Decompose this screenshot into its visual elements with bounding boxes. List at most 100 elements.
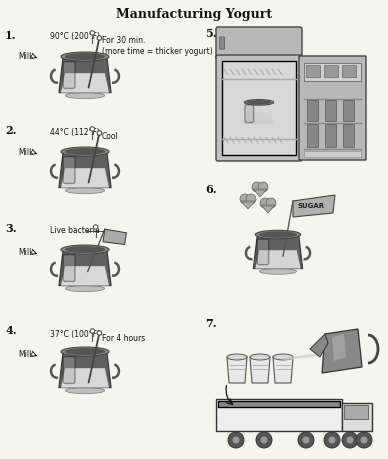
Text: 44°C (112°F): 44°C (112°F) bbox=[50, 128, 100, 137]
Ellipse shape bbox=[247, 125, 271, 129]
Polygon shape bbox=[59, 352, 111, 388]
Text: 1.: 1. bbox=[5, 30, 17, 41]
Ellipse shape bbox=[66, 188, 105, 194]
Polygon shape bbox=[243, 103, 275, 125]
FancyBboxPatch shape bbox=[257, 240, 268, 265]
FancyBboxPatch shape bbox=[245, 106, 254, 123]
Text: Milk: Milk bbox=[18, 52, 34, 61]
FancyBboxPatch shape bbox=[343, 125, 355, 148]
Polygon shape bbox=[253, 190, 267, 197]
Text: Manufacturing Yogurt: Manufacturing Yogurt bbox=[116, 8, 272, 21]
Polygon shape bbox=[241, 202, 255, 210]
Polygon shape bbox=[293, 196, 335, 218]
Ellipse shape bbox=[61, 246, 109, 255]
FancyBboxPatch shape bbox=[63, 157, 75, 184]
Circle shape bbox=[263, 206, 265, 207]
FancyBboxPatch shape bbox=[216, 56, 302, 162]
Ellipse shape bbox=[61, 347, 109, 356]
FancyBboxPatch shape bbox=[343, 101, 355, 122]
Ellipse shape bbox=[259, 232, 297, 238]
Ellipse shape bbox=[66, 387, 105, 394]
FancyBboxPatch shape bbox=[216, 28, 302, 60]
Ellipse shape bbox=[250, 354, 270, 360]
Text: Milk: Milk bbox=[18, 349, 34, 358]
Ellipse shape bbox=[65, 246, 106, 253]
Ellipse shape bbox=[61, 53, 109, 62]
Polygon shape bbox=[250, 357, 270, 383]
Circle shape bbox=[260, 199, 270, 208]
Circle shape bbox=[97, 131, 102, 136]
Polygon shape bbox=[244, 113, 274, 125]
Circle shape bbox=[258, 183, 268, 193]
FancyBboxPatch shape bbox=[308, 101, 319, 122]
Text: 90°C (200°F): 90°C (200°F) bbox=[50, 32, 100, 41]
Text: For 30 min.
(more time = thicker yogurt): For 30 min. (more time = thicker yogurt) bbox=[102, 36, 213, 56]
FancyBboxPatch shape bbox=[220, 38, 225, 50]
Circle shape bbox=[271, 206, 272, 207]
Polygon shape bbox=[103, 230, 126, 245]
Text: Live bacteria: Live bacteria bbox=[50, 225, 100, 235]
Circle shape bbox=[260, 190, 262, 191]
Circle shape bbox=[346, 437, 353, 443]
Circle shape bbox=[252, 183, 262, 193]
Circle shape bbox=[266, 199, 276, 208]
Text: 5.: 5. bbox=[205, 28, 217, 39]
Polygon shape bbox=[332, 334, 346, 361]
Circle shape bbox=[246, 202, 247, 203]
Ellipse shape bbox=[246, 101, 272, 105]
Ellipse shape bbox=[66, 93, 105, 100]
Circle shape bbox=[356, 432, 372, 448]
Text: SUGAR: SUGAR bbox=[297, 202, 324, 208]
Circle shape bbox=[256, 432, 272, 448]
Circle shape bbox=[90, 329, 95, 334]
FancyBboxPatch shape bbox=[342, 403, 372, 431]
Circle shape bbox=[97, 37, 102, 41]
Ellipse shape bbox=[255, 231, 301, 239]
Polygon shape bbox=[59, 152, 111, 188]
Polygon shape bbox=[227, 357, 247, 383]
Circle shape bbox=[251, 202, 252, 203]
Polygon shape bbox=[61, 74, 109, 94]
Circle shape bbox=[255, 190, 257, 191]
Circle shape bbox=[240, 195, 250, 205]
Circle shape bbox=[260, 437, 267, 443]
Text: 6.: 6. bbox=[205, 184, 217, 195]
FancyBboxPatch shape bbox=[63, 357, 75, 384]
Circle shape bbox=[246, 195, 256, 205]
Ellipse shape bbox=[244, 101, 274, 106]
Text: Cool: Cool bbox=[102, 132, 119, 141]
Ellipse shape bbox=[66, 286, 105, 292]
FancyBboxPatch shape bbox=[306, 66, 320, 78]
Text: 4.: 4. bbox=[5, 325, 17, 335]
Polygon shape bbox=[61, 369, 109, 388]
Circle shape bbox=[248, 202, 250, 203]
Circle shape bbox=[303, 437, 310, 443]
Circle shape bbox=[268, 206, 270, 207]
Polygon shape bbox=[253, 235, 303, 269]
Ellipse shape bbox=[273, 354, 293, 360]
FancyBboxPatch shape bbox=[304, 151, 361, 157]
Circle shape bbox=[360, 437, 367, 443]
Text: Milk: Milk bbox=[18, 247, 34, 257]
FancyBboxPatch shape bbox=[63, 62, 75, 89]
Circle shape bbox=[94, 225, 98, 230]
FancyBboxPatch shape bbox=[326, 101, 336, 122]
Ellipse shape bbox=[260, 269, 296, 274]
FancyBboxPatch shape bbox=[342, 66, 356, 78]
Ellipse shape bbox=[65, 54, 106, 61]
Text: 2.: 2. bbox=[5, 125, 17, 136]
FancyBboxPatch shape bbox=[308, 125, 319, 148]
Circle shape bbox=[266, 206, 267, 207]
Circle shape bbox=[90, 32, 95, 36]
FancyBboxPatch shape bbox=[222, 62, 296, 156]
Text: 37°C (100°F): 37°C (100°F) bbox=[50, 329, 100, 338]
Text: 7.: 7. bbox=[205, 317, 217, 328]
Ellipse shape bbox=[65, 348, 106, 355]
Circle shape bbox=[228, 432, 244, 448]
Ellipse shape bbox=[61, 148, 109, 157]
Text: Milk: Milk bbox=[18, 148, 34, 157]
FancyBboxPatch shape bbox=[63, 255, 75, 282]
FancyBboxPatch shape bbox=[344, 405, 368, 419]
Circle shape bbox=[298, 432, 314, 448]
Polygon shape bbox=[322, 329, 362, 373]
